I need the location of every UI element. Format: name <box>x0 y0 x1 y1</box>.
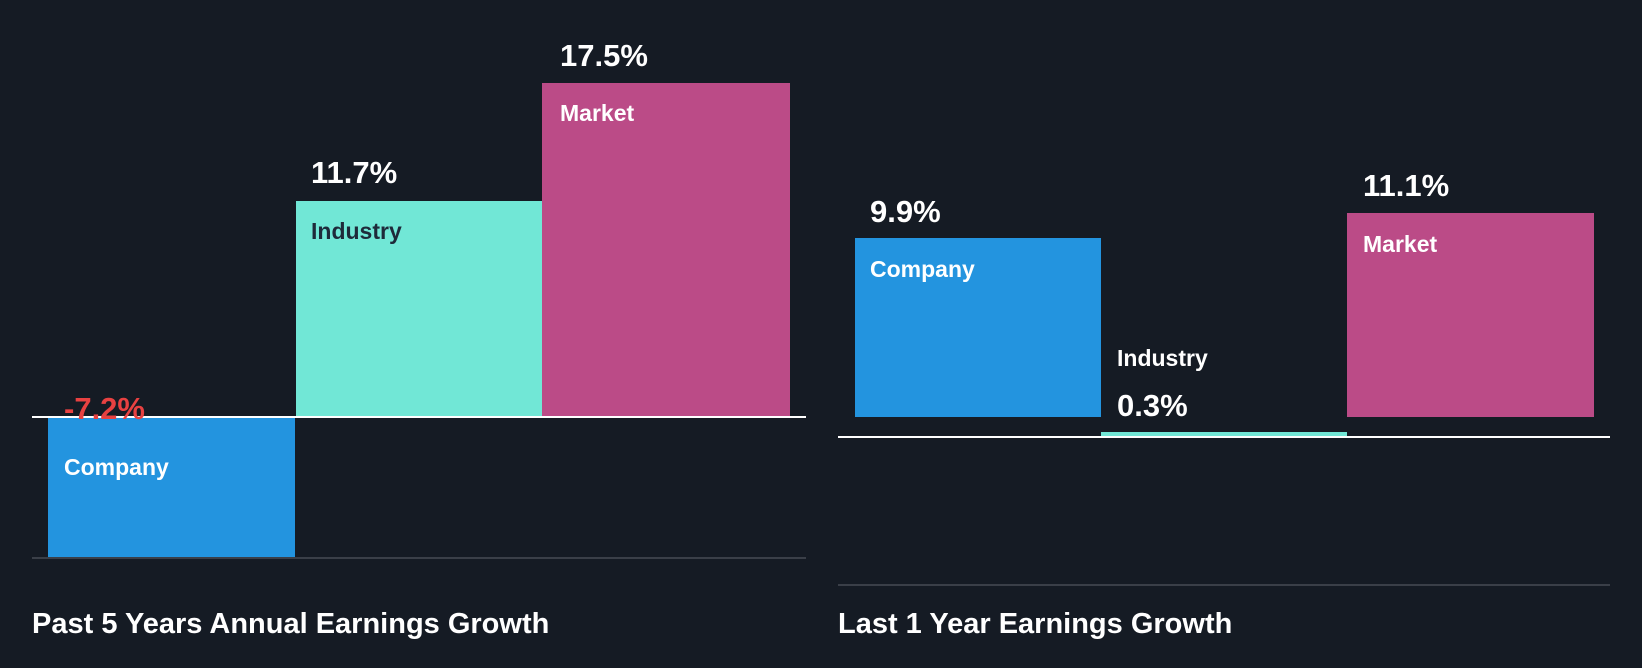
label-company: Company <box>64 454 169 480</box>
value-industry: 11.7% <box>311 155 398 190</box>
value-company: -7.2% <box>64 391 145 426</box>
zero-axis <box>838 436 1610 438</box>
zero-axis <box>32 416 806 418</box>
value-market: 11.1% <box>1363 168 1450 203</box>
label-industry: Industry <box>311 218 402 244</box>
bar-company <box>48 418 295 558</box>
bar-industry <box>1101 432 1347 437</box>
chart-title: Last 1 Year Earnings Growth <box>838 608 1233 640</box>
label-market: Market <box>560 100 635 126</box>
bottom-axis <box>32 557 806 559</box>
bar-market <box>542 83 790 417</box>
label-company: Company <box>870 256 975 282</box>
value-company: 9.9% <box>870 194 941 229</box>
bar-market <box>1347 213 1594 417</box>
bottom-axis <box>838 584 1610 586</box>
chart-title: Past 5 Years Annual Earnings Growth <box>32 608 550 640</box>
value-market: 17.5% <box>560 38 648 73</box>
value-industry: 0.3% <box>1117 388 1188 423</box>
bar-company <box>855 238 1101 417</box>
label-industry: Industry <box>1117 345 1208 371</box>
bar-industry <box>296 201 542 417</box>
label-market: Market <box>1363 231 1438 257</box>
